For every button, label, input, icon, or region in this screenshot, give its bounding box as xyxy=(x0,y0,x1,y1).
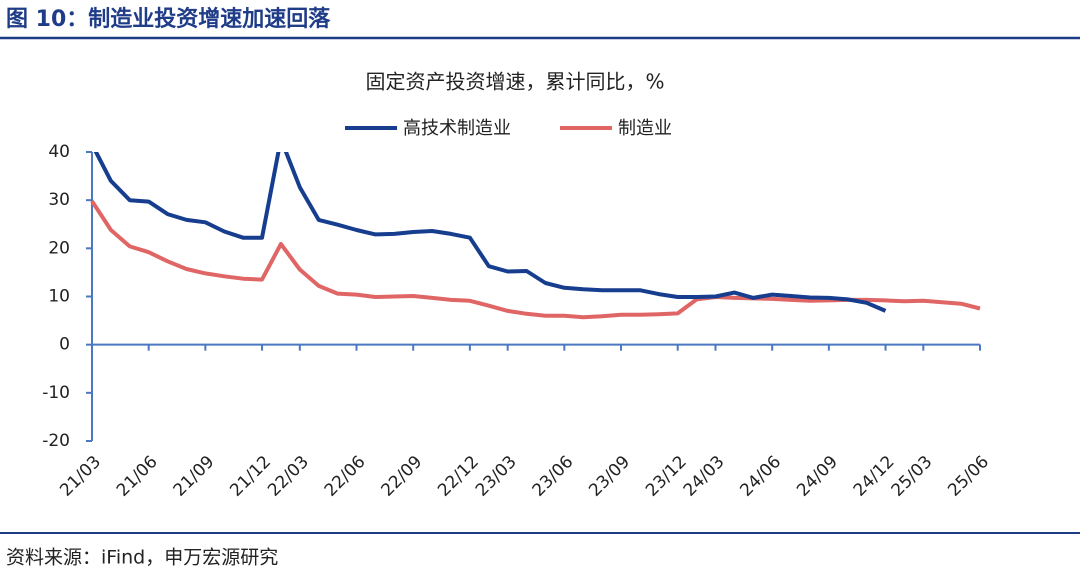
header-title: 图 10：制造业投资增速加速回落 xyxy=(6,6,331,32)
legend-label: 制造业 xyxy=(618,118,672,139)
chart-title: 固定资产投资增速，累计同比，% xyxy=(365,70,664,94)
x-tick-label: 21/12 xyxy=(226,452,275,501)
x-tick-label: 21/03 xyxy=(56,452,105,501)
x-tick-label: 25/03 xyxy=(888,452,937,501)
x-tick-label: 21/06 xyxy=(113,452,162,501)
series-line xyxy=(93,152,887,313)
y-tick-label: -20 xyxy=(42,431,70,451)
y-tick-label: -10 xyxy=(42,383,70,403)
x-tick-label: 23/06 xyxy=(529,452,578,501)
x-tick-label: 22/06 xyxy=(321,452,370,501)
x-tick-label: 24/06 xyxy=(736,452,785,501)
x-tick-label: 24/03 xyxy=(680,452,729,501)
x-tick-label: 25/06 xyxy=(944,452,993,501)
x-tick-label: 22/09 xyxy=(377,452,426,501)
series-line xyxy=(90,200,981,320)
x-tick-label: 22/03 xyxy=(264,452,313,501)
y-tick-label: 10 xyxy=(48,287,70,307)
y-tick-label: 20 xyxy=(48,238,70,258)
source-note: 资料来源：iFind，申万宏源研究 xyxy=(6,547,278,569)
y-tick-label: 0 xyxy=(59,335,70,355)
x-tick-label: 24/12 xyxy=(850,452,899,501)
x-tick-label: 23/09 xyxy=(585,452,634,501)
y-tick-label: 30 xyxy=(48,190,70,210)
legend-label: 高技术制造业 xyxy=(403,118,511,139)
y-tick-label: 40 xyxy=(48,142,70,162)
x-tick-label: 24/09 xyxy=(793,452,842,501)
x-tick-label: 23/12 xyxy=(642,452,691,501)
x-tick-label: 23/03 xyxy=(472,452,521,501)
x-tick-label: 22/12 xyxy=(434,452,483,501)
x-tick-label: 21/09 xyxy=(170,452,219,501)
